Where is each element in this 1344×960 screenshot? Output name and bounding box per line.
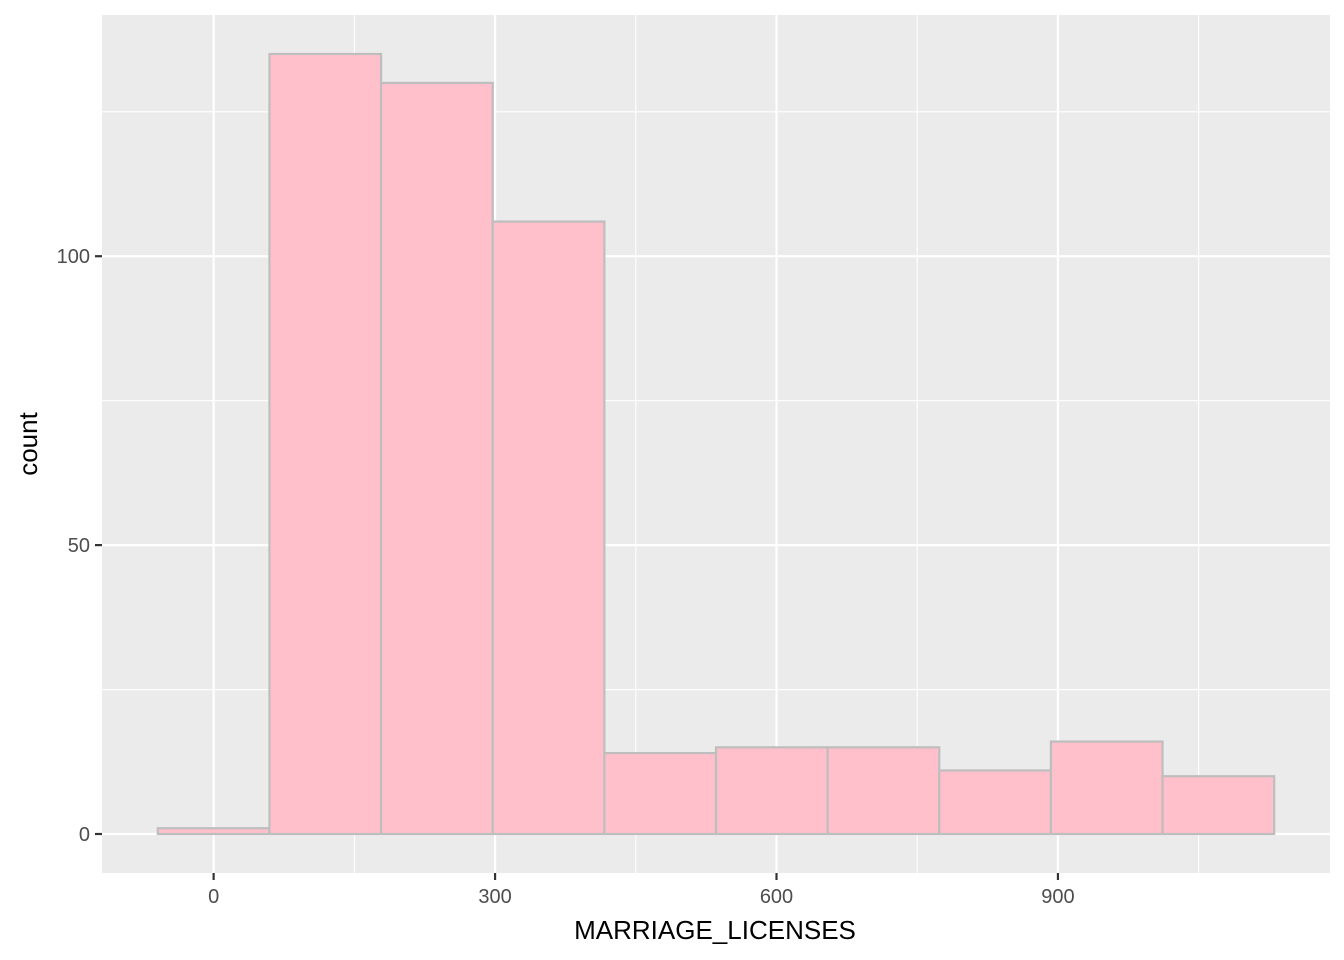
y-tick-label: 50 bbox=[68, 535, 90, 557]
y-tick-label: 100 bbox=[57, 246, 90, 268]
y-axis-title: count bbox=[13, 411, 43, 475]
histogram-bar-4 bbox=[603, 752, 718, 836]
histogram-bar-6 bbox=[826, 746, 941, 836]
x-tick-label: 300 bbox=[478, 886, 511, 908]
x-tick-label: 600 bbox=[760, 886, 793, 908]
y-axis: 0 50 100 bbox=[57, 246, 102, 846]
histogram-bar-2 bbox=[379, 81, 494, 836]
x-tick-label: 900 bbox=[1041, 886, 1074, 908]
histogram-bar-5 bbox=[714, 746, 829, 836]
x-axis-title: MARRIAGE_LICENSES bbox=[574, 915, 856, 945]
histogram-bars bbox=[156, 52, 1276, 836]
histogram-bar-9 bbox=[1161, 775, 1276, 836]
x-tick-label: 0 bbox=[208, 886, 219, 908]
histogram-bar-3 bbox=[491, 220, 606, 836]
y-tick-label: 0 bbox=[79, 824, 90, 846]
histogram-bar-1 bbox=[268, 52, 383, 836]
x-axis: 0 300 600 900 bbox=[208, 873, 1075, 908]
histogram-bar-7 bbox=[938, 769, 1053, 836]
histogram-bar-8 bbox=[1049, 740, 1164, 836]
histogram-bar-0 bbox=[156, 827, 271, 836]
